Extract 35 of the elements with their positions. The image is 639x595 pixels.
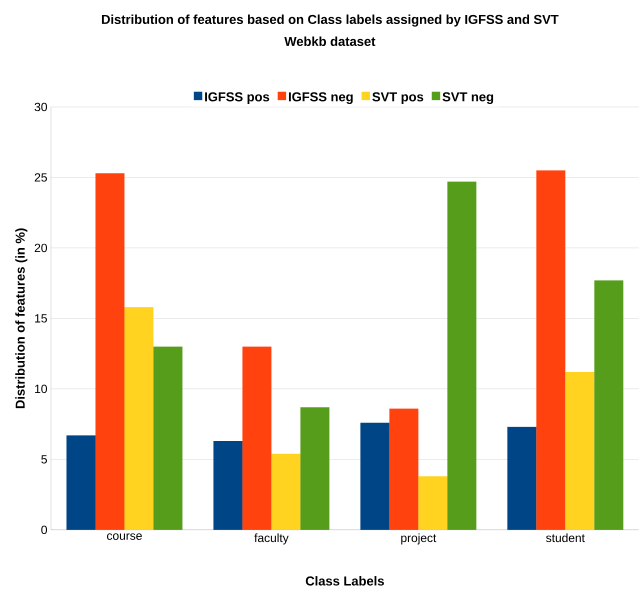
y-axis-title: Distribution of features (in %) — [15, 228, 28, 408]
legend-label: SVT neg — [442, 92, 494, 104]
bar — [447, 182, 476, 530]
x-tick-label: project — [401, 533, 436, 545]
y-tick-label: 15 — [35, 314, 47, 323]
bar — [389, 408, 418, 530]
y-tick-label: 0 — [41, 526, 48, 534]
bar — [271, 454, 300, 530]
bar — [507, 427, 536, 530]
bar — [565, 372, 594, 530]
legend-label: IGFSS pos — [205, 92, 270, 104]
bar — [360, 422, 390, 530]
x-tick-label: student — [546, 533, 585, 542]
bar — [594, 280, 624, 530]
legend-label: IGFSS neg — [288, 92, 353, 104]
chart-subtitle: Webkb dataset — [284, 36, 376, 46]
y-tick-label: 20 — [34, 244, 47, 252]
bar — [213, 441, 242, 530]
legend-label: SVT pos — [372, 92, 424, 104]
bar — [536, 170, 566, 530]
bar — [95, 173, 124, 530]
bar — [66, 435, 96, 530]
x-tick-label: course — [107, 533, 142, 540]
y-tick-label: 5 — [41, 455, 47, 464]
bar — [153, 346, 182, 530]
x-axis-title: Class Labels — [306, 576, 384, 586]
y-tick-label: 10 — [35, 384, 47, 394]
y-tick-label: 25 — [34, 173, 47, 182]
bar — [242, 346, 272, 530]
chart-title: Distribution of features based on Class labels assigned by IGFSS and SVT — [102, 14, 559, 27]
bar — [418, 476, 448, 530]
x-tick-label: faculty — [254, 533, 289, 545]
bar — [124, 307, 154, 530]
y-tick-label: 30 — [34, 102, 47, 112]
bar — [300, 407, 330, 530]
